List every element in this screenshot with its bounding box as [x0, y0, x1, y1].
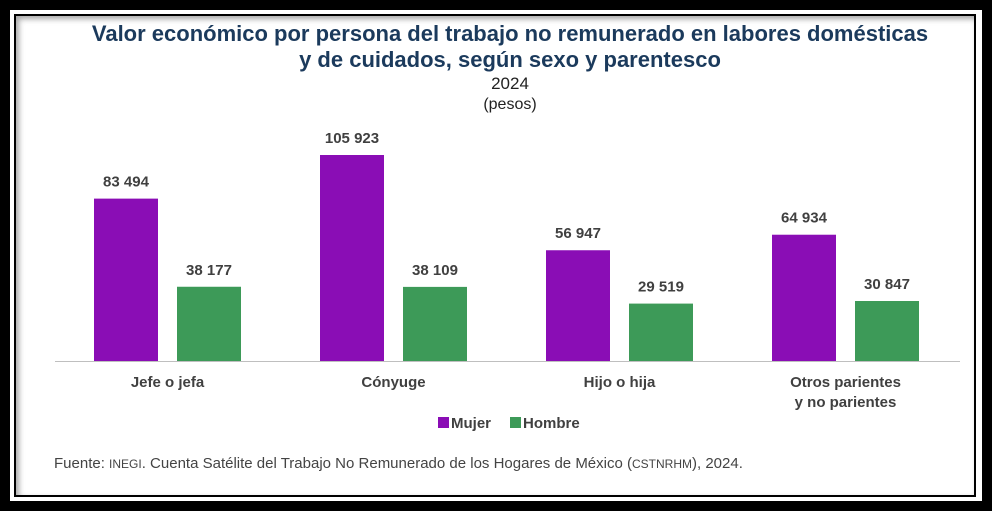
data-label: 38 177: [186, 262, 232, 279]
category-label: Hijo o hija: [584, 374, 656, 391]
chart-subtitle: 2024: [491, 74, 529, 93]
bar-hombre: [855, 301, 919, 361]
category-label: y no parientes: [795, 394, 897, 411]
legend-swatch-hombre: [510, 417, 521, 428]
category-label: Otros parientes: [790, 374, 901, 391]
bar-mujer: [94, 198, 158, 361]
chart-unit: (pesos): [483, 96, 537, 113]
category-label: Cónyuge: [361, 374, 425, 391]
source-org: INEGI: [109, 457, 142, 471]
source-text: . Cuenta Satélite del Trabajo No Remuner…: [141, 455, 632, 472]
bar-hombre: [177, 286, 241, 361]
bar-hombre: [403, 286, 467, 361]
bar-mujer: [772, 234, 836, 361]
data-label: 30 847: [864, 276, 910, 293]
data-label: 56 947: [555, 225, 601, 242]
data-label: 83 494: [103, 174, 150, 191]
title-line-2: y de cuidados, según sexo y parentesco: [299, 47, 721, 72]
bar-mujer: [320, 155, 384, 361]
category-label: Jefe o jefa: [131, 374, 205, 391]
legend-label-mujer: Mujer: [451, 415, 491, 432]
data-label: 29 519: [638, 279, 684, 296]
legend-swatch-mujer: [438, 417, 449, 428]
source-prefix: Fuente:: [54, 455, 110, 472]
source-abbr: CSTNRHM: [632, 457, 692, 471]
data-label: 64 934: [781, 210, 828, 227]
title-line-1: Valor económico por persona del trabajo …: [91, 21, 929, 46]
bar-mujer: [546, 250, 610, 361]
source-note: Fuente: INEGI. Cuenta Satélite del Traba…: [54, 455, 743, 472]
chart-title: Valor económico por persona del trabajo …: [0, 21, 992, 73]
bar-hombre: [629, 303, 693, 361]
legend-label-hombre: Hombre: [523, 415, 580, 432]
data-label: 105 923: [325, 130, 379, 147]
source-suffix: ), 2024.: [692, 455, 743, 472]
data-label: 38 109: [412, 262, 458, 279]
